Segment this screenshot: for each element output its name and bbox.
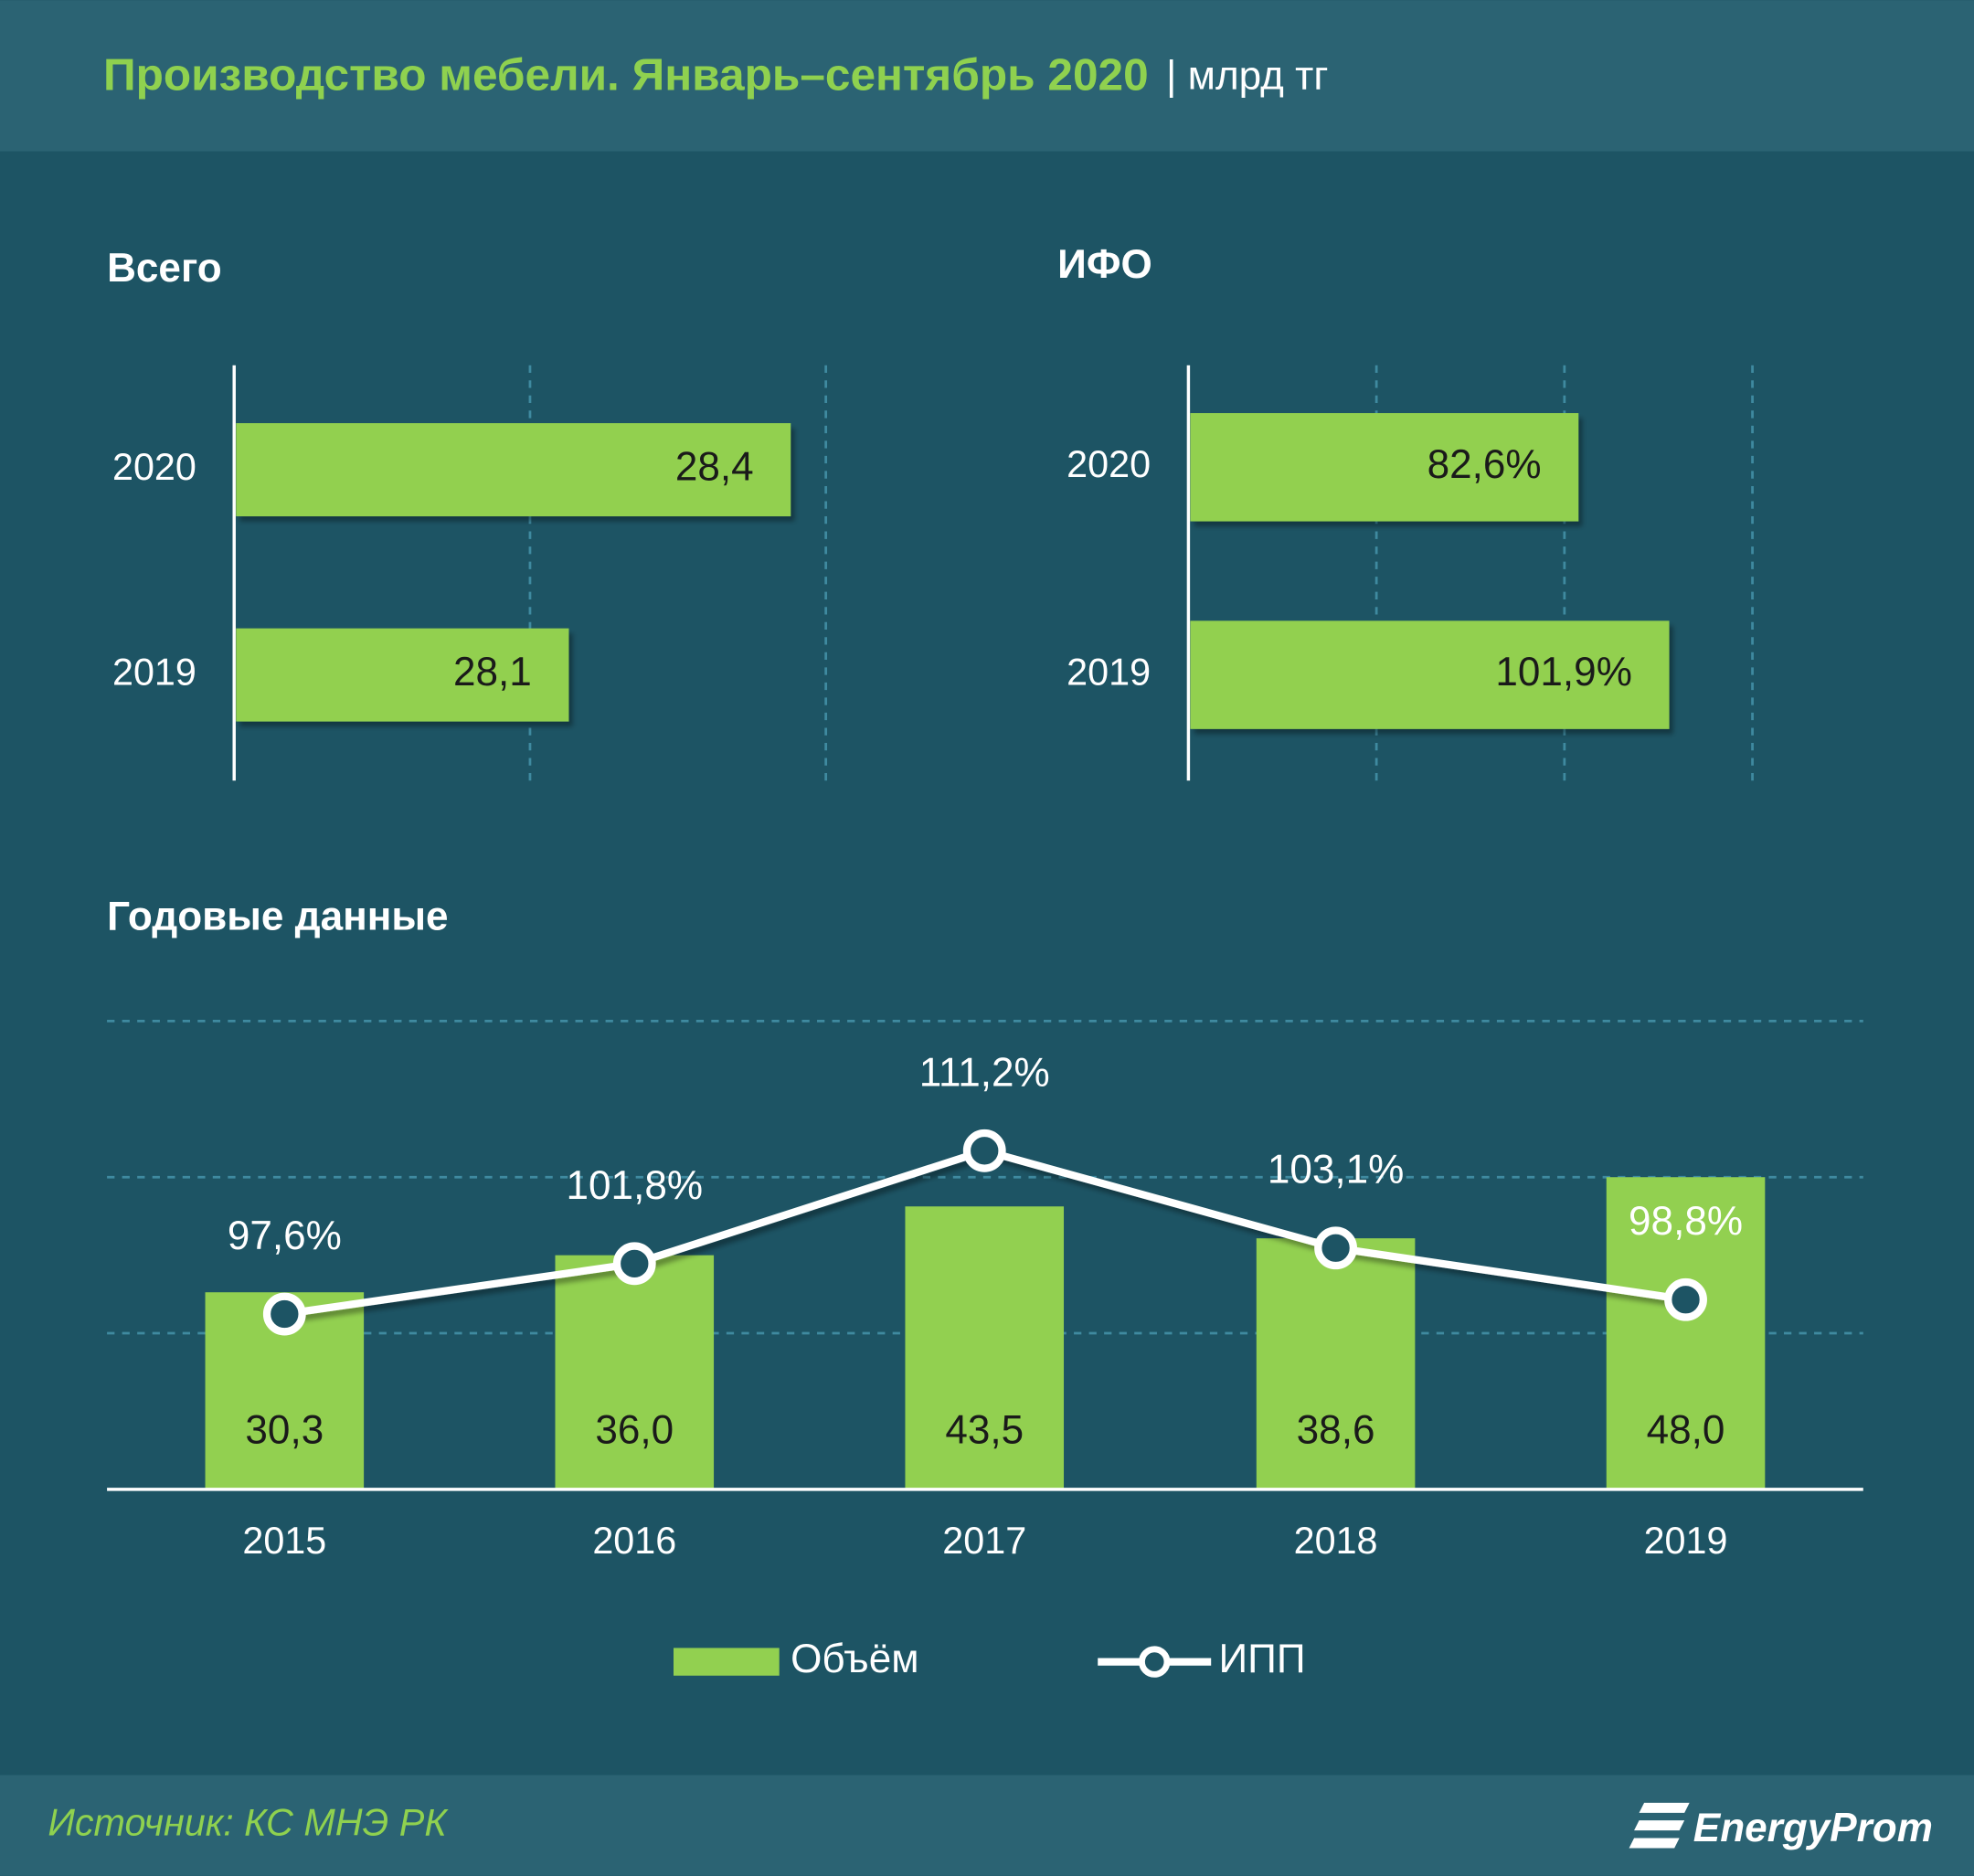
data-label: 48,0 (1647, 1408, 1725, 1453)
bar (555, 1255, 715, 1489)
bar (1190, 620, 1670, 729)
bar (905, 1206, 1065, 1489)
legend-label: ИПП (1218, 1637, 1305, 1681)
data-label: 28,1 (453, 650, 532, 694)
line-marker (1664, 1277, 1707, 1321)
data-label: 43,5 (945, 1408, 1024, 1453)
data-label: 98,8% (1629, 1199, 1743, 1244)
data-label: 101,9% (1495, 650, 1631, 694)
legend-marker (1138, 1646, 1171, 1678)
data-label: 97,6% (228, 1214, 342, 1258)
line-marker (612, 1242, 656, 1286)
legend-swatch (673, 1648, 780, 1676)
brand: EnergyProm (1693, 1806, 1933, 1850)
page-title: Производство мебели. Январь–сентябрь 202… (103, 49, 1328, 101)
y-tick-label: 2019 (112, 652, 196, 694)
line-marker (262, 1292, 306, 1336)
data-label: 82,6% (1427, 442, 1542, 487)
line-marker (962, 1129, 1006, 1172)
data-label: 101,8% (567, 1163, 704, 1208)
bar (1256, 1238, 1416, 1489)
x-tick-label: 2017 (942, 1520, 1026, 1562)
data-label: 28,4 (675, 445, 754, 490)
source: Источник: КС МНЭ РК (48, 1802, 449, 1844)
title-text: Производство мебели. Январь–сентябрь 202… (103, 49, 1149, 101)
y-tick-label: 2020 (112, 446, 196, 488)
data-label: 38,6 (1297, 1408, 1375, 1453)
x-tick-label: 2018 (1294, 1520, 1378, 1562)
x-tick-label: 2015 (242, 1520, 326, 1562)
panel-title: ИФО (1057, 242, 1152, 287)
data-label: 30,3 (245, 1408, 324, 1453)
y-tick-label: 2020 (1067, 443, 1151, 485)
bar (236, 628, 569, 722)
legend-label: Объём (791, 1637, 918, 1681)
y-tick-label: 2019 (1067, 652, 1151, 694)
x-tick-label: 2019 (1644, 1520, 1728, 1562)
header-band (0, 0, 1974, 152)
bar (236, 423, 791, 517)
panel-title: Всего (107, 246, 222, 291)
line-marker (1314, 1226, 1357, 1270)
unit-text: | млрд тг (1166, 53, 1328, 98)
data-label: 103,1% (1268, 1148, 1404, 1192)
data-label: 111,2% (919, 1050, 1050, 1095)
panel-title: Годовые данные (107, 894, 448, 938)
bar (1190, 413, 1579, 522)
logo-icon (1629, 1802, 1690, 1849)
x-tick-label: 2016 (592, 1520, 676, 1562)
data-label: 36,0 (595, 1408, 674, 1453)
brand-logo: EnergyProm (1629, 1802, 1933, 1850)
bar (1606, 1177, 1766, 1489)
